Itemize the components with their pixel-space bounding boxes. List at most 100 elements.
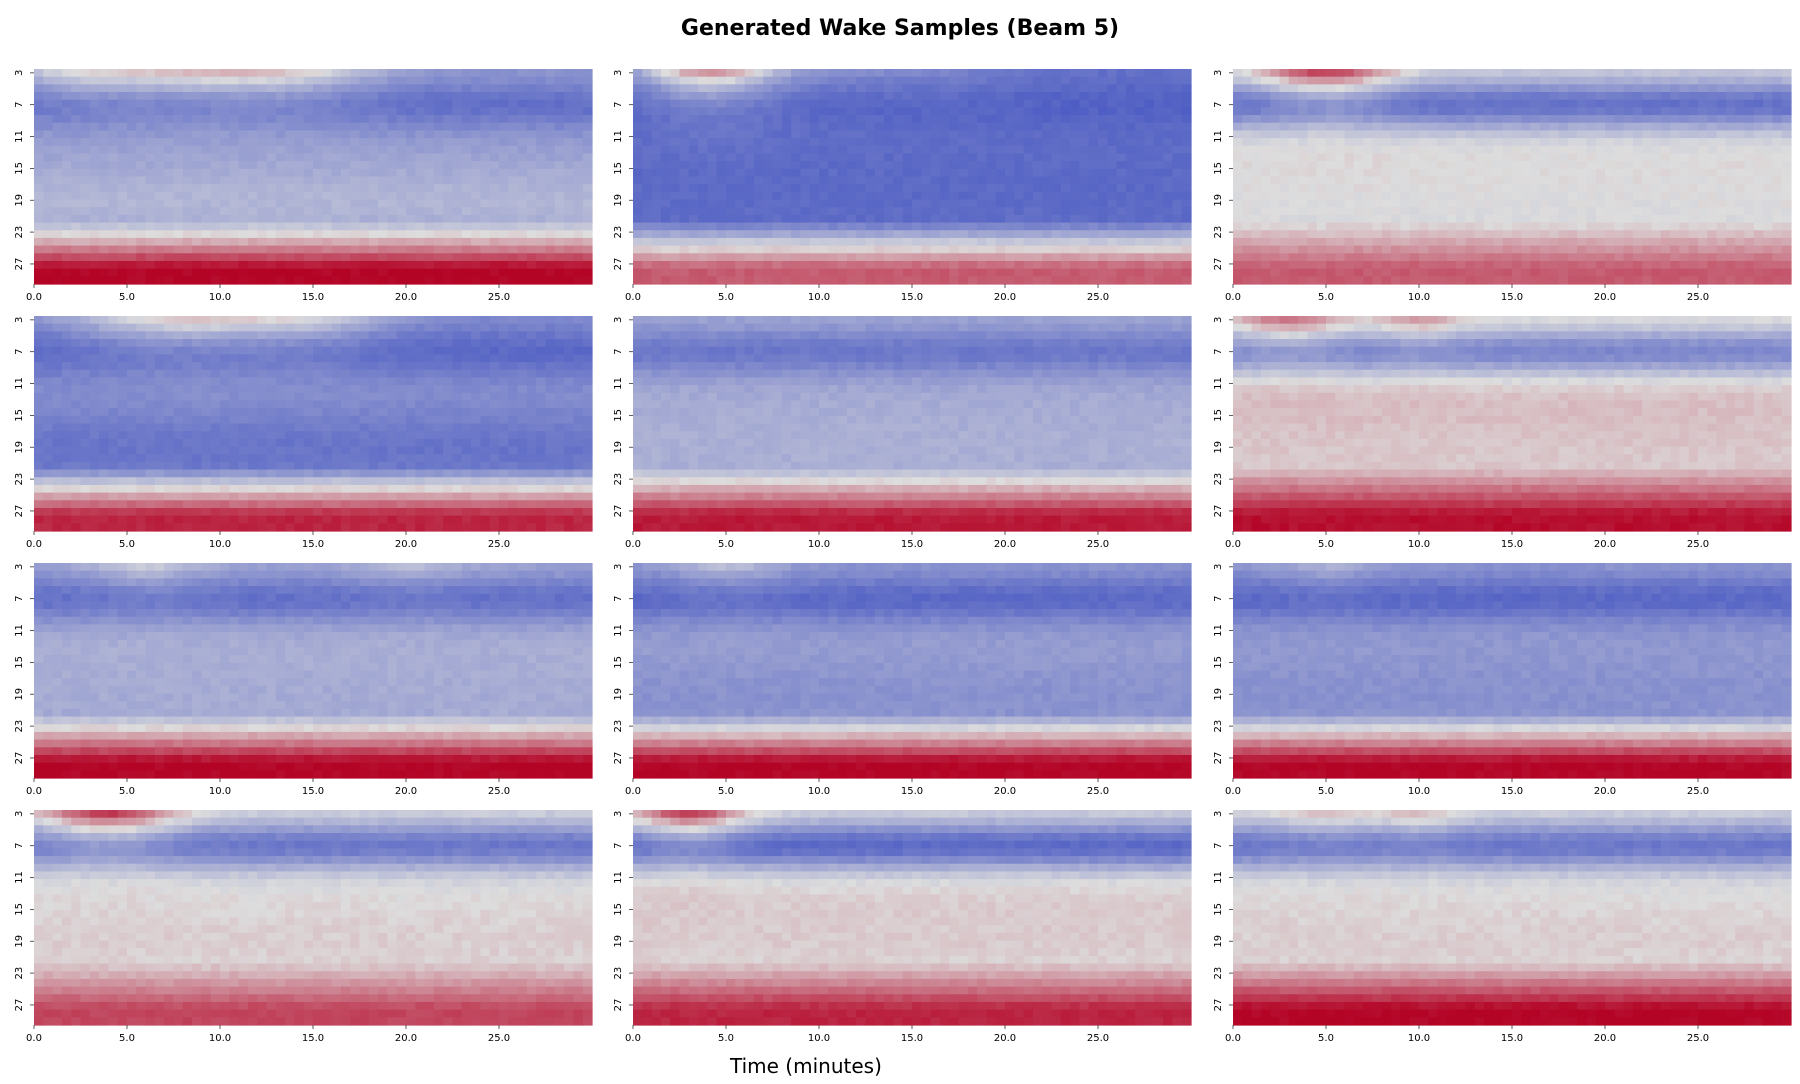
heatmap-cell bbox=[1270, 261, 1280, 269]
heatmap-cell bbox=[211, 269, 221, 277]
heatmap-cell bbox=[1698, 138, 1708, 146]
heatmap-cell bbox=[1033, 253, 1043, 261]
heatmap-cell bbox=[471, 153, 481, 161]
heatmap-cell bbox=[1735, 130, 1745, 138]
heatmap-cell bbox=[1624, 146, 1634, 154]
heatmap-cell bbox=[1652, 169, 1662, 177]
heatmap-cell bbox=[573, 200, 583, 208]
heatmap-cell bbox=[1689, 238, 1699, 246]
heatmap-cell bbox=[201, 161, 211, 169]
heatmap-cell bbox=[341, 84, 351, 92]
heatmap-cell bbox=[1335, 92, 1345, 100]
heatmap-cell bbox=[220, 177, 230, 185]
heatmap-cell bbox=[1280, 200, 1290, 208]
heatmap-cell bbox=[1042, 169, 1052, 177]
heatmap-cell bbox=[276, 207, 286, 215]
heatmap-cell bbox=[1679, 107, 1689, 115]
heatmap-cell bbox=[642, 184, 652, 192]
heatmap-cell bbox=[1014, 230, 1024, 238]
heatmap-cell bbox=[369, 69, 379, 77]
heatmap-cell bbox=[536, 130, 546, 138]
heatmap-cell bbox=[754, 169, 764, 177]
heatmap-cell bbox=[1438, 84, 1448, 92]
heatmap-cell bbox=[1270, 230, 1280, 238]
heatmap-cell bbox=[1382, 69, 1392, 77]
heatmap-cell bbox=[155, 84, 165, 92]
heatmap-cell bbox=[1298, 238, 1308, 246]
heatmap-cell bbox=[406, 84, 416, 92]
heatmap-cell bbox=[652, 246, 662, 254]
heatmap-cell bbox=[118, 169, 128, 177]
heatmap-cell bbox=[34, 269, 44, 277]
heatmap-cell bbox=[1373, 153, 1383, 161]
heatmap-cell bbox=[136, 207, 146, 215]
heatmap-cell bbox=[1033, 215, 1043, 223]
heatmap-cell bbox=[118, 177, 128, 185]
heatmap-cell bbox=[1280, 130, 1290, 138]
heatmap-cell bbox=[527, 238, 537, 246]
heatmap-cell bbox=[341, 200, 351, 208]
heatmap-cell bbox=[1624, 192, 1634, 200]
heatmap-cell bbox=[1428, 246, 1438, 254]
heatmap-cell bbox=[717, 200, 727, 208]
heatmap-cell bbox=[313, 146, 323, 154]
heatmap-cell bbox=[745, 100, 755, 108]
heatmap-cell bbox=[127, 215, 137, 223]
heatmap-cell bbox=[782, 238, 792, 246]
heatmap-cell bbox=[1549, 200, 1559, 208]
heatmap-cell bbox=[689, 207, 699, 215]
heatmap-cell bbox=[43, 261, 53, 269]
heatmap-cell bbox=[940, 92, 950, 100]
heatmap-cell bbox=[1233, 161, 1243, 169]
heatmap-cell bbox=[220, 238, 230, 246]
heatmap-cell bbox=[1024, 200, 1034, 208]
heatmap-cell bbox=[192, 161, 202, 169]
heatmap-cell bbox=[1052, 276, 1062, 284]
heatmap-cell bbox=[1163, 92, 1173, 100]
heatmap-cell bbox=[1614, 130, 1624, 138]
heatmap-cell bbox=[968, 115, 978, 123]
heatmap-cell bbox=[1419, 269, 1429, 277]
heatmap-cell bbox=[893, 77, 903, 85]
heatmap-cell bbox=[99, 269, 109, 277]
heatmap-cell bbox=[940, 107, 950, 115]
heatmap-cell bbox=[884, 77, 894, 85]
heatmap-cell bbox=[847, 276, 857, 284]
heatmap-cell bbox=[1052, 215, 1062, 223]
heatmap-cell bbox=[800, 115, 810, 123]
heatmap-cell bbox=[986, 84, 996, 92]
heatmap-cell bbox=[1033, 123, 1043, 131]
heatmap-cell bbox=[847, 253, 857, 261]
heatmap-cell bbox=[387, 77, 397, 85]
heatmap-cell bbox=[294, 200, 304, 208]
heatmap-cell bbox=[1252, 261, 1262, 269]
heatmap-cell bbox=[285, 246, 295, 254]
heatmap-cell bbox=[527, 115, 537, 123]
heatmap-cell bbox=[1014, 276, 1024, 284]
heatmap-cell bbox=[1624, 69, 1634, 77]
heatmap-cell bbox=[415, 153, 425, 161]
heatmap-cell bbox=[1172, 177, 1182, 185]
heatmap-cell bbox=[763, 269, 773, 277]
heatmap-cell bbox=[1373, 207, 1383, 215]
heatmap-cell bbox=[1624, 123, 1634, 131]
heatmap-cell bbox=[1400, 177, 1410, 185]
heatmap-cell bbox=[1335, 223, 1345, 231]
heatmap-cell bbox=[1052, 107, 1062, 115]
heatmap-cell bbox=[1605, 177, 1615, 185]
heatmap-cell bbox=[397, 100, 407, 108]
heatmap-cell bbox=[1726, 123, 1736, 131]
heatmap-cell bbox=[1261, 246, 1271, 254]
heatmap-cell bbox=[1568, 207, 1578, 215]
heatmap-cell bbox=[1512, 230, 1522, 238]
heatmap-cell bbox=[1014, 207, 1024, 215]
heatmap-cell bbox=[1614, 230, 1624, 238]
heatmap-cell bbox=[1317, 107, 1327, 115]
heatmap-cell bbox=[415, 130, 425, 138]
heatmap-cell bbox=[893, 177, 903, 185]
heatmap-cell bbox=[959, 184, 969, 192]
heatmap-cell bbox=[782, 253, 792, 261]
heatmap-cell bbox=[1754, 207, 1764, 215]
heatmap-cell bbox=[480, 238, 490, 246]
heatmap-cell bbox=[1382, 84, 1392, 92]
